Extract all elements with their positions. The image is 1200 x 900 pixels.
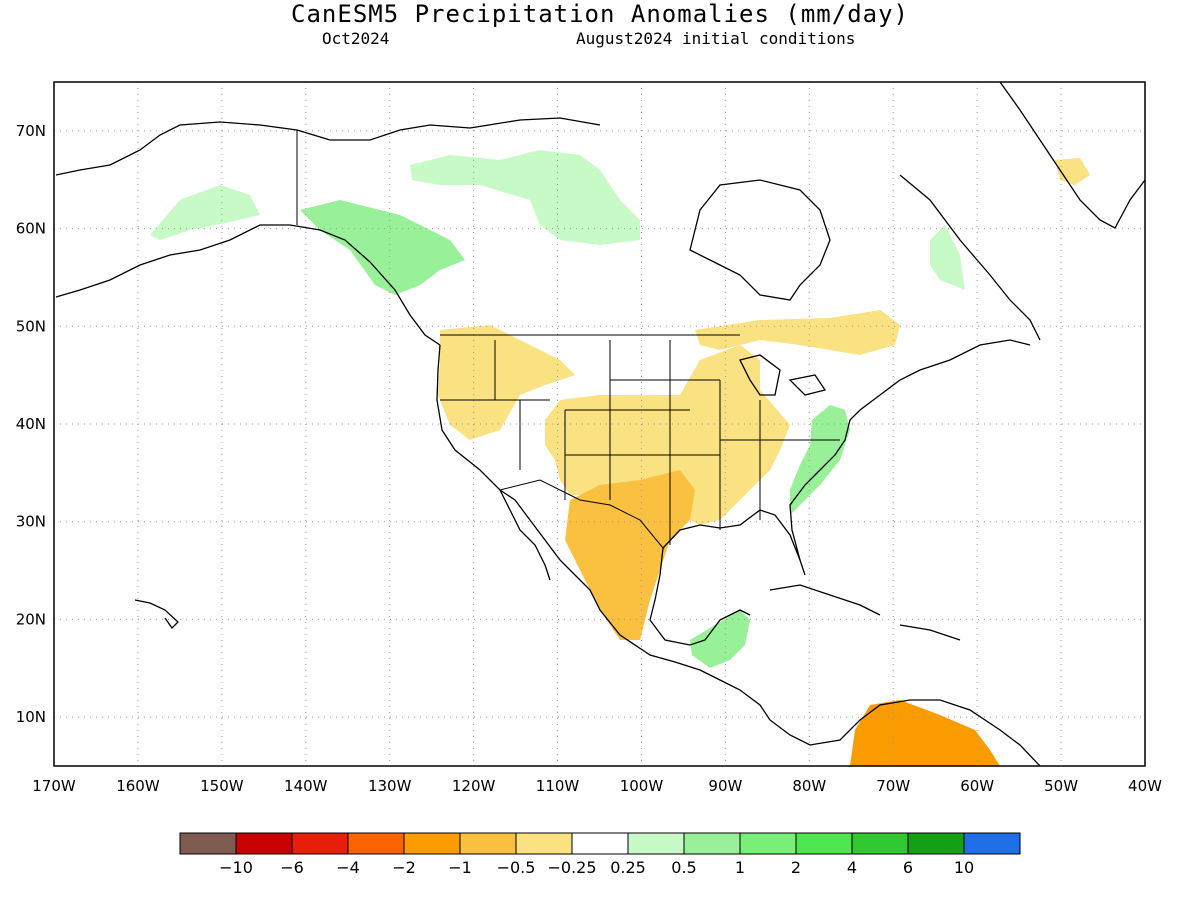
forecast-month: Oct2024 — [322, 29, 390, 48]
map-border — [53, 81, 1146, 767]
colorbar-swatch — [907, 832, 965, 855]
lon-tick-label: 90W — [708, 777, 742, 795]
lon-tick-label: 160W — [116, 777, 160, 795]
colorbar-tick-label: −4 — [336, 858, 360, 877]
colorbar-swatch — [851, 832, 909, 855]
anomaly-shading — [150, 150, 1090, 766]
lat-tick-label: 20N — [16, 610, 46, 628]
anomaly-region — [545, 345, 790, 525]
colorbar-swatch — [963, 832, 1021, 855]
colorbar-swatch — [683, 832, 741, 855]
colorbar-tick-label: −6 — [280, 858, 304, 877]
lon-tick-label: 60W — [960, 777, 994, 795]
latitude-labels: 10N 20N 30N 40N 50N 60N 70N — [16, 122, 46, 726]
colorbar-tick-label: 0.5 — [671, 858, 696, 877]
colorbar-swatch — [179, 832, 237, 855]
colorbar-tick-label: 1 — [735, 858, 745, 877]
anomaly-region — [930, 225, 965, 290]
lon-tick-label: 140W — [284, 777, 328, 795]
anomaly-region — [410, 150, 640, 245]
lat-tick-label: 40N — [16, 415, 46, 433]
colorbar-tick-label: 6 — [903, 858, 913, 877]
lon-tick-label: 100W — [620, 777, 664, 795]
political-borders — [296, 130, 840, 549]
colorbar-swatch — [515, 832, 573, 855]
anomaly-region — [300, 200, 465, 295]
lon-tick-label: 110W — [536, 777, 580, 795]
longitude-labels: 170W 160W 150W 140W 130W 120W 110W 100W 90W 80W 70… — [32, 777, 1162, 795]
initial-conditions: August2024 initial conditions — [576, 29, 856, 48]
lat-tick-label: 60N — [16, 220, 46, 238]
colorbar-swatch — [739, 832, 797, 855]
colorbar-tick-label: −10 — [219, 858, 253, 877]
colorbar-tick-label: 2 — [791, 858, 801, 877]
colorbar-swatch — [571, 832, 629, 855]
colorbar-tick-label: 10 — [954, 858, 974, 877]
anomaly-region — [150, 185, 260, 240]
coastlines — [55, 82, 1145, 766]
colorbar-swatch — [403, 832, 461, 855]
lon-tick-label: 150W — [200, 777, 244, 795]
anomaly-region — [1055, 158, 1090, 185]
lon-tick-label: 120W — [452, 777, 496, 795]
chart-title: CanESM5 Precipitation Anomalies (mm/day) — [291, 0, 909, 28]
lon-tick-label: 170W — [32, 777, 76, 795]
colorbar-swatch — [291, 832, 349, 855]
graticule — [54, 82, 1145, 766]
anomaly-region — [790, 405, 850, 515]
lat-tick-label: 10N — [16, 708, 46, 726]
lon-tick-label: 80W — [792, 777, 826, 795]
lat-tick-label: 50N — [16, 317, 46, 335]
colorbar-tick-label: 4 — [847, 858, 857, 877]
colorbar-tick-label: −0.25 — [547, 858, 596, 877]
anomaly-region — [695, 310, 900, 355]
anomaly-region — [565, 470, 695, 640]
lat-tick-label: 70N — [16, 122, 46, 140]
lon-tick-label: 50W — [1044, 777, 1078, 795]
colorbar-swatch — [795, 832, 853, 855]
colorbar-labels: −10 −6 −4 −2 −1 −0.5 −0.25 0.25 0.5 1 2 4 6 10 — [219, 858, 974, 877]
anomaly-region — [690, 610, 750, 668]
anomaly-region — [438, 325, 575, 440]
lon-tick-label: 70W — [876, 777, 910, 795]
colorbar-swatch — [235, 832, 293, 855]
colorbar-tick-label: −0.5 — [497, 858, 536, 877]
colorbar-tick-label: −2 — [392, 858, 416, 877]
lon-tick-label: 130W — [368, 777, 412, 795]
colorbar-tick-label: 0.25 — [610, 858, 646, 877]
lon-tick-label: 40W — [1128, 777, 1162, 795]
colorbar-tick-label: −1 — [448, 858, 472, 877]
colorbar-swatch — [627, 832, 685, 855]
lat-tick-label: 30N — [16, 513, 46, 531]
anomaly-region — [850, 700, 1000, 766]
colorbar-swatch — [459, 832, 517, 855]
colorbar-swatch — [347, 832, 405, 855]
colorbar — [179, 832, 1021, 855]
